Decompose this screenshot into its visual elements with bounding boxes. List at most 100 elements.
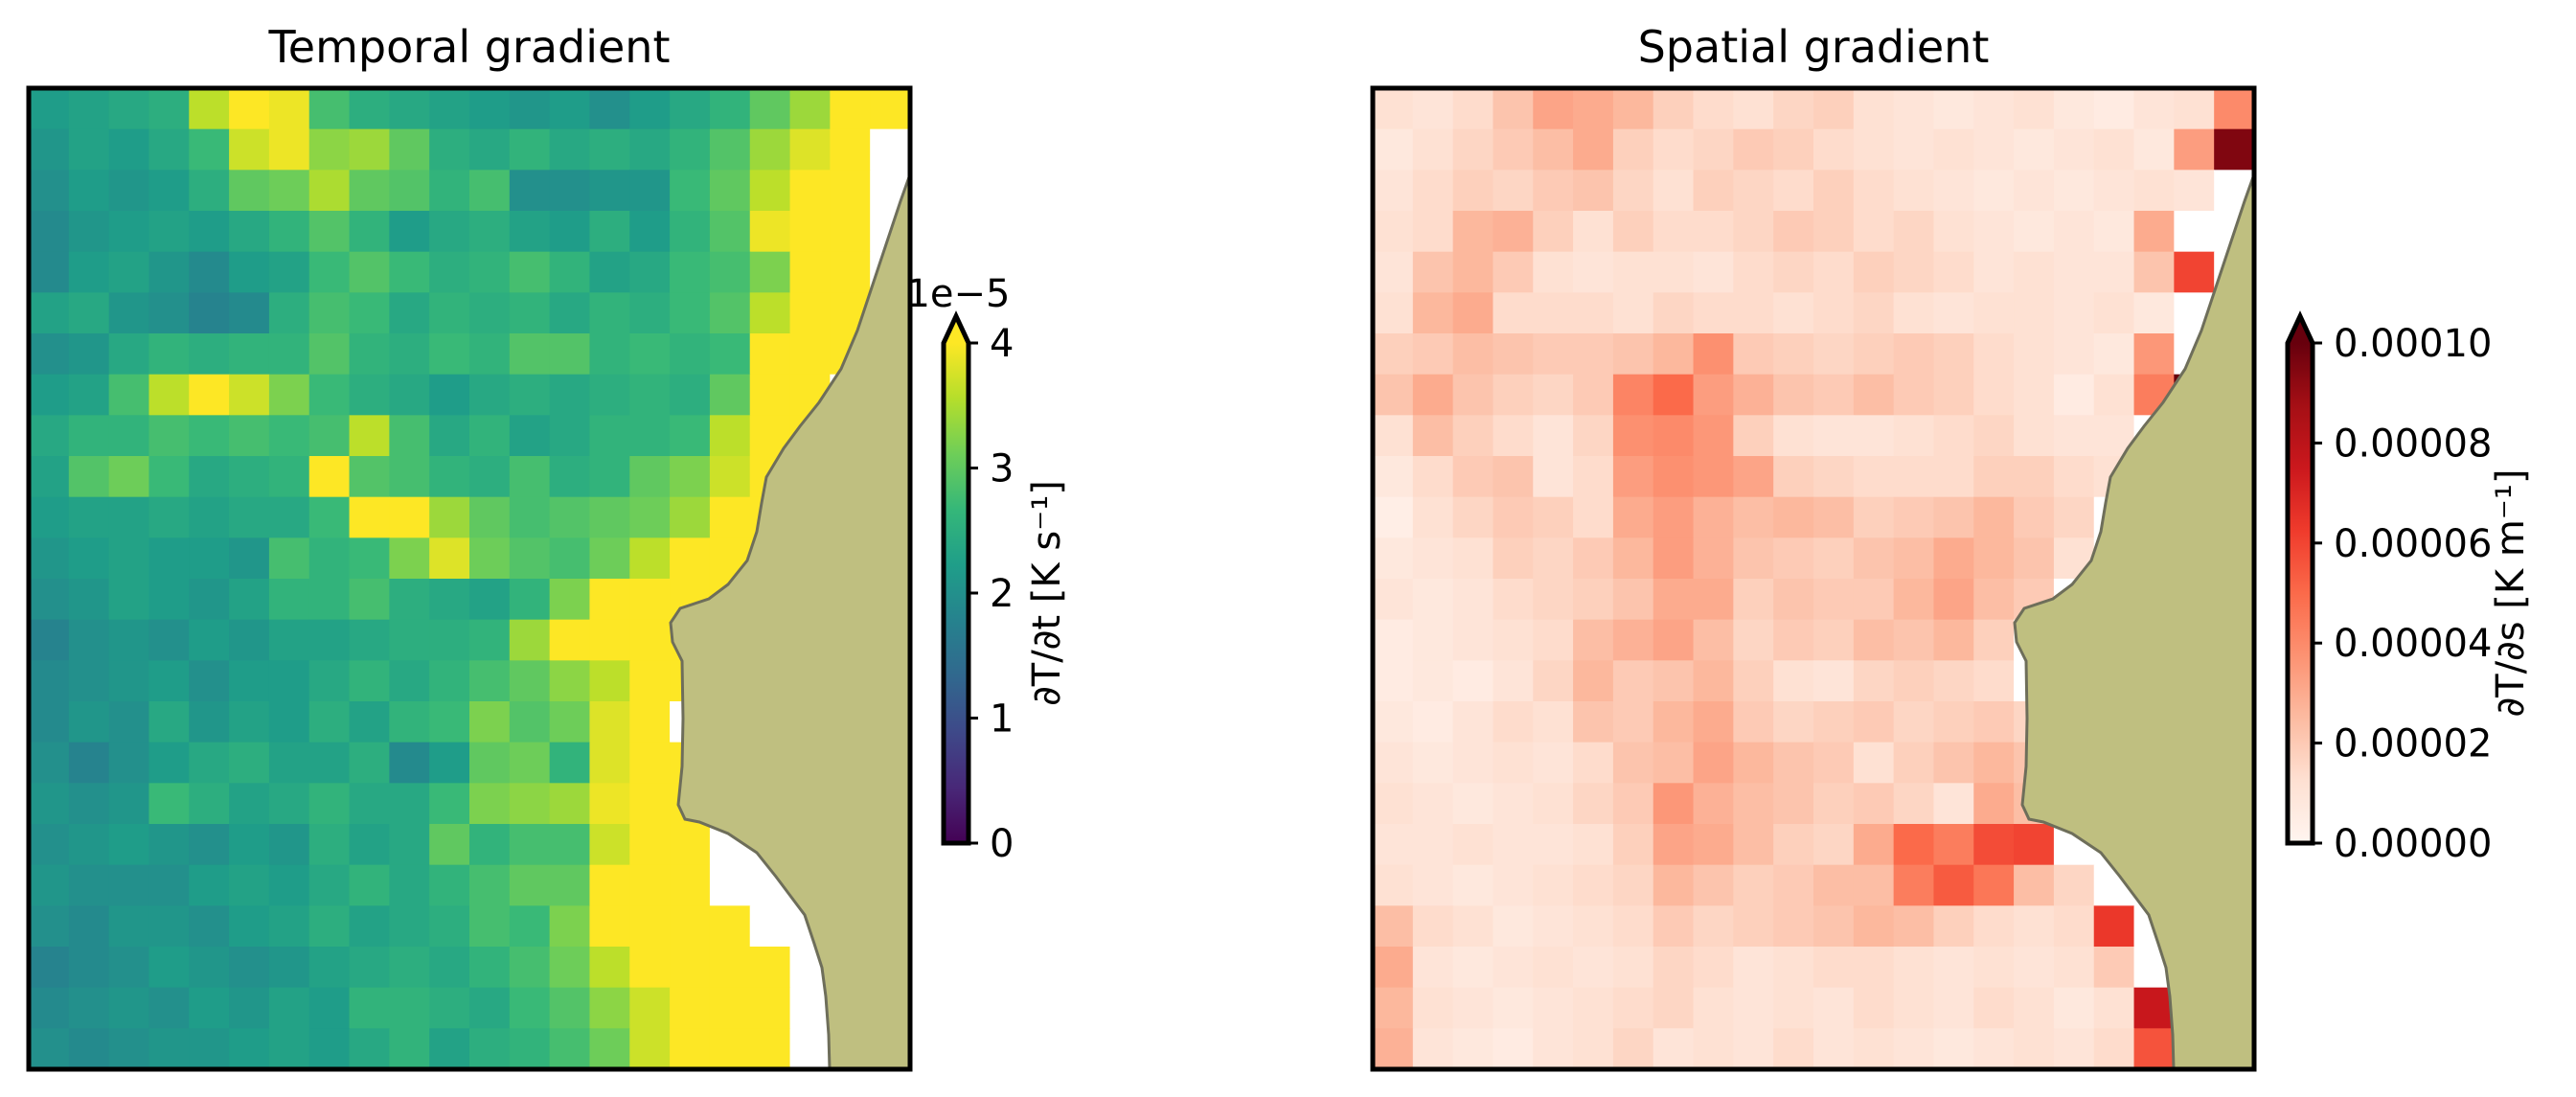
heatmap-cell (389, 333, 430, 376)
temporal-land-polygon (669, 173, 912, 1071)
heatmap-cell (268, 88, 310, 130)
heatmap-cell (189, 456, 230, 498)
heatmap-cell (1773, 333, 1814, 376)
heatmap-cell (549, 292, 591, 334)
heatmap-cell (1853, 211, 1895, 253)
heatmap-cell (2014, 905, 2055, 948)
heatmap-cell (308, 701, 351, 743)
heatmap-cell (148, 701, 190, 743)
spatial-colorbar-tick-label: 0.00010 (2334, 322, 2492, 366)
heatmap-cell (1893, 619, 1935, 661)
heatmap-cell (1853, 170, 1895, 212)
heatmap-cell (2053, 88, 2095, 130)
heatmap-cell (1893, 1028, 1935, 1070)
heatmap-cell (1933, 619, 1974, 661)
heatmap-cell (549, 88, 591, 130)
heatmap-cell (189, 905, 230, 948)
heatmap-cell (1973, 415, 2015, 457)
heatmap-cell (349, 456, 390, 498)
heatmap-cell (1853, 864, 1895, 906)
heatmap-cell (1612, 742, 1654, 784)
heatmap-cell (308, 824, 351, 866)
heatmap-cell (1773, 496, 1814, 538)
heatmap-cell (670, 987, 711, 1029)
heatmap-cell (1733, 170, 1774, 212)
heatmap-cell (1973, 1028, 2015, 1070)
heatmap-cell (349, 579, 390, 621)
heatmap-cell (709, 88, 751, 130)
heatmap-cell (308, 783, 351, 825)
heatmap-cell (1493, 537, 1534, 580)
heatmap-cell (68, 905, 110, 948)
heatmap-cell (29, 415, 70, 457)
heatmap-cell (1533, 333, 1574, 376)
heatmap-cell (2053, 496, 2095, 538)
heatmap-cell (1973, 251, 2015, 293)
heatmap-cell (1493, 947, 1534, 989)
heatmap-cell (308, 496, 351, 538)
heatmap-cell (1733, 128, 1774, 171)
heatmap-cell (1573, 701, 1614, 743)
heatmap-cell (1493, 660, 1534, 702)
heatmap-cell (629, 211, 671, 253)
heatmap-cell (789, 333, 831, 376)
heatmap-cell (1493, 742, 1534, 784)
heatmap-cell (1373, 1028, 1414, 1070)
heatmap-cell (229, 333, 270, 376)
heatmap-cell (1893, 88, 1935, 130)
heatmap-cell (469, 701, 511, 743)
heatmap-cell (1773, 537, 1814, 580)
heatmap-cell (629, 251, 671, 293)
heatmap-cell (509, 579, 551, 621)
heatmap-cell (1533, 701, 1574, 743)
heatmap-cell (549, 456, 591, 498)
heatmap-cell (1933, 496, 1974, 538)
heatmap-cell (349, 211, 390, 253)
heatmap-cell (830, 251, 871, 293)
heatmap-cell (469, 333, 511, 376)
heatmap-cell (429, 987, 470, 1029)
heatmap-cell (268, 947, 310, 989)
heatmap-cell (629, 537, 671, 580)
heatmap-cell (2174, 211, 2215, 253)
heatmap-cell (1533, 864, 1574, 906)
heatmap-cell (1373, 456, 1414, 498)
heatmap-cell (349, 292, 390, 334)
spatial-colorbar-tick-label: 0.00004 (2334, 622, 2492, 666)
heatmap-cell (349, 496, 390, 538)
heatmap-cell (589, 905, 630, 948)
heatmap-cell (549, 660, 591, 702)
heatmap-cell (509, 660, 551, 702)
heatmap-cell (629, 824, 671, 866)
heatmap-cell (1813, 660, 1855, 702)
heatmap-cell (589, 456, 630, 498)
heatmap-cell (1773, 824, 1814, 866)
heatmap-cell (629, 864, 671, 906)
heatmap-cell (1733, 947, 1774, 989)
heatmap-cell (1373, 579, 1414, 621)
heatmap-cell (68, 456, 110, 498)
heatmap-cell (549, 701, 591, 743)
heatmap-cell (308, 170, 351, 212)
heatmap-cell (2014, 415, 2055, 457)
heatmap-cell (1933, 864, 1974, 906)
heatmap-cell (1373, 88, 1414, 130)
heatmap-cell (349, 905, 390, 948)
heatmap-cell (1493, 211, 1534, 253)
heatmap-cell (709, 333, 751, 376)
heatmap-cell (1853, 824, 1895, 866)
heatmap-cell (349, 864, 390, 906)
heatmap-cell (1373, 947, 1414, 989)
heatmap-cell (1733, 496, 1774, 538)
heatmap-cell (189, 783, 230, 825)
heatmap-cell (1733, 987, 1774, 1029)
heatmap-cell (629, 374, 671, 416)
heatmap-cell (509, 537, 551, 580)
heatmap-cell (229, 579, 270, 621)
heatmap-cell (1612, 415, 1654, 457)
heatmap-cell (2053, 987, 2095, 1029)
heatmap-cell (1533, 211, 1574, 253)
heatmap-cell (1893, 211, 1935, 253)
heatmap-cell (1412, 537, 1454, 580)
heatmap-cell (349, 824, 390, 866)
